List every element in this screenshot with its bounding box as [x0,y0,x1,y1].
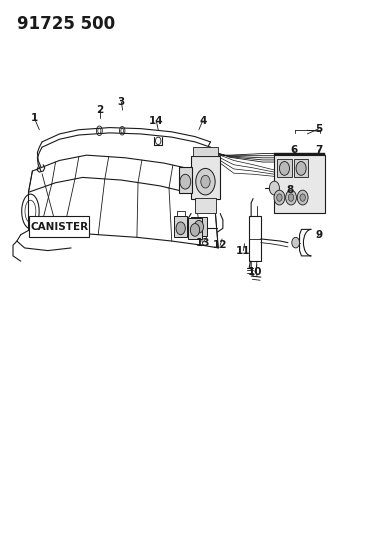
Bar [277,159,292,177]
Bar [179,167,192,193]
Circle shape [279,161,289,175]
Bar [294,159,308,177]
Text: 14: 14 [149,116,163,126]
Text: 1: 1 [31,113,38,123]
Circle shape [288,194,294,201]
Text: 2: 2 [96,105,104,115]
Bar [191,156,220,199]
Bar [188,217,202,239]
Circle shape [300,194,305,201]
Text: 11: 11 [236,246,251,256]
Circle shape [292,237,300,248]
Circle shape [296,161,306,175]
Circle shape [269,181,279,195]
Text: 8: 8 [286,184,294,195]
Bar [191,217,207,236]
Bar [275,155,325,214]
Circle shape [277,194,282,201]
Circle shape [196,168,215,195]
Circle shape [297,190,308,205]
Bar [193,147,218,156]
Bar [195,198,216,214]
Text: 6: 6 [290,145,297,155]
Circle shape [201,175,210,188]
Circle shape [176,222,185,235]
Text: 5: 5 [315,124,323,134]
Text: CANISTER: CANISTER [30,222,89,232]
Circle shape [180,174,191,189]
Bar [249,216,261,261]
Circle shape [274,190,285,205]
Text: 13: 13 [195,238,210,248]
Bar [275,152,325,155]
Circle shape [285,190,296,205]
Text: 10: 10 [248,267,262,277]
Circle shape [190,223,200,236]
Text: 3: 3 [118,97,125,107]
Text: 7: 7 [315,145,323,155]
Text: 9: 9 [316,230,323,240]
Bar [174,216,187,237]
Circle shape [194,220,204,233]
Text: 4: 4 [199,116,206,126]
Text: 12: 12 [213,240,227,251]
Text: 91725 500: 91725 500 [17,14,115,33]
Bar [29,216,89,237]
